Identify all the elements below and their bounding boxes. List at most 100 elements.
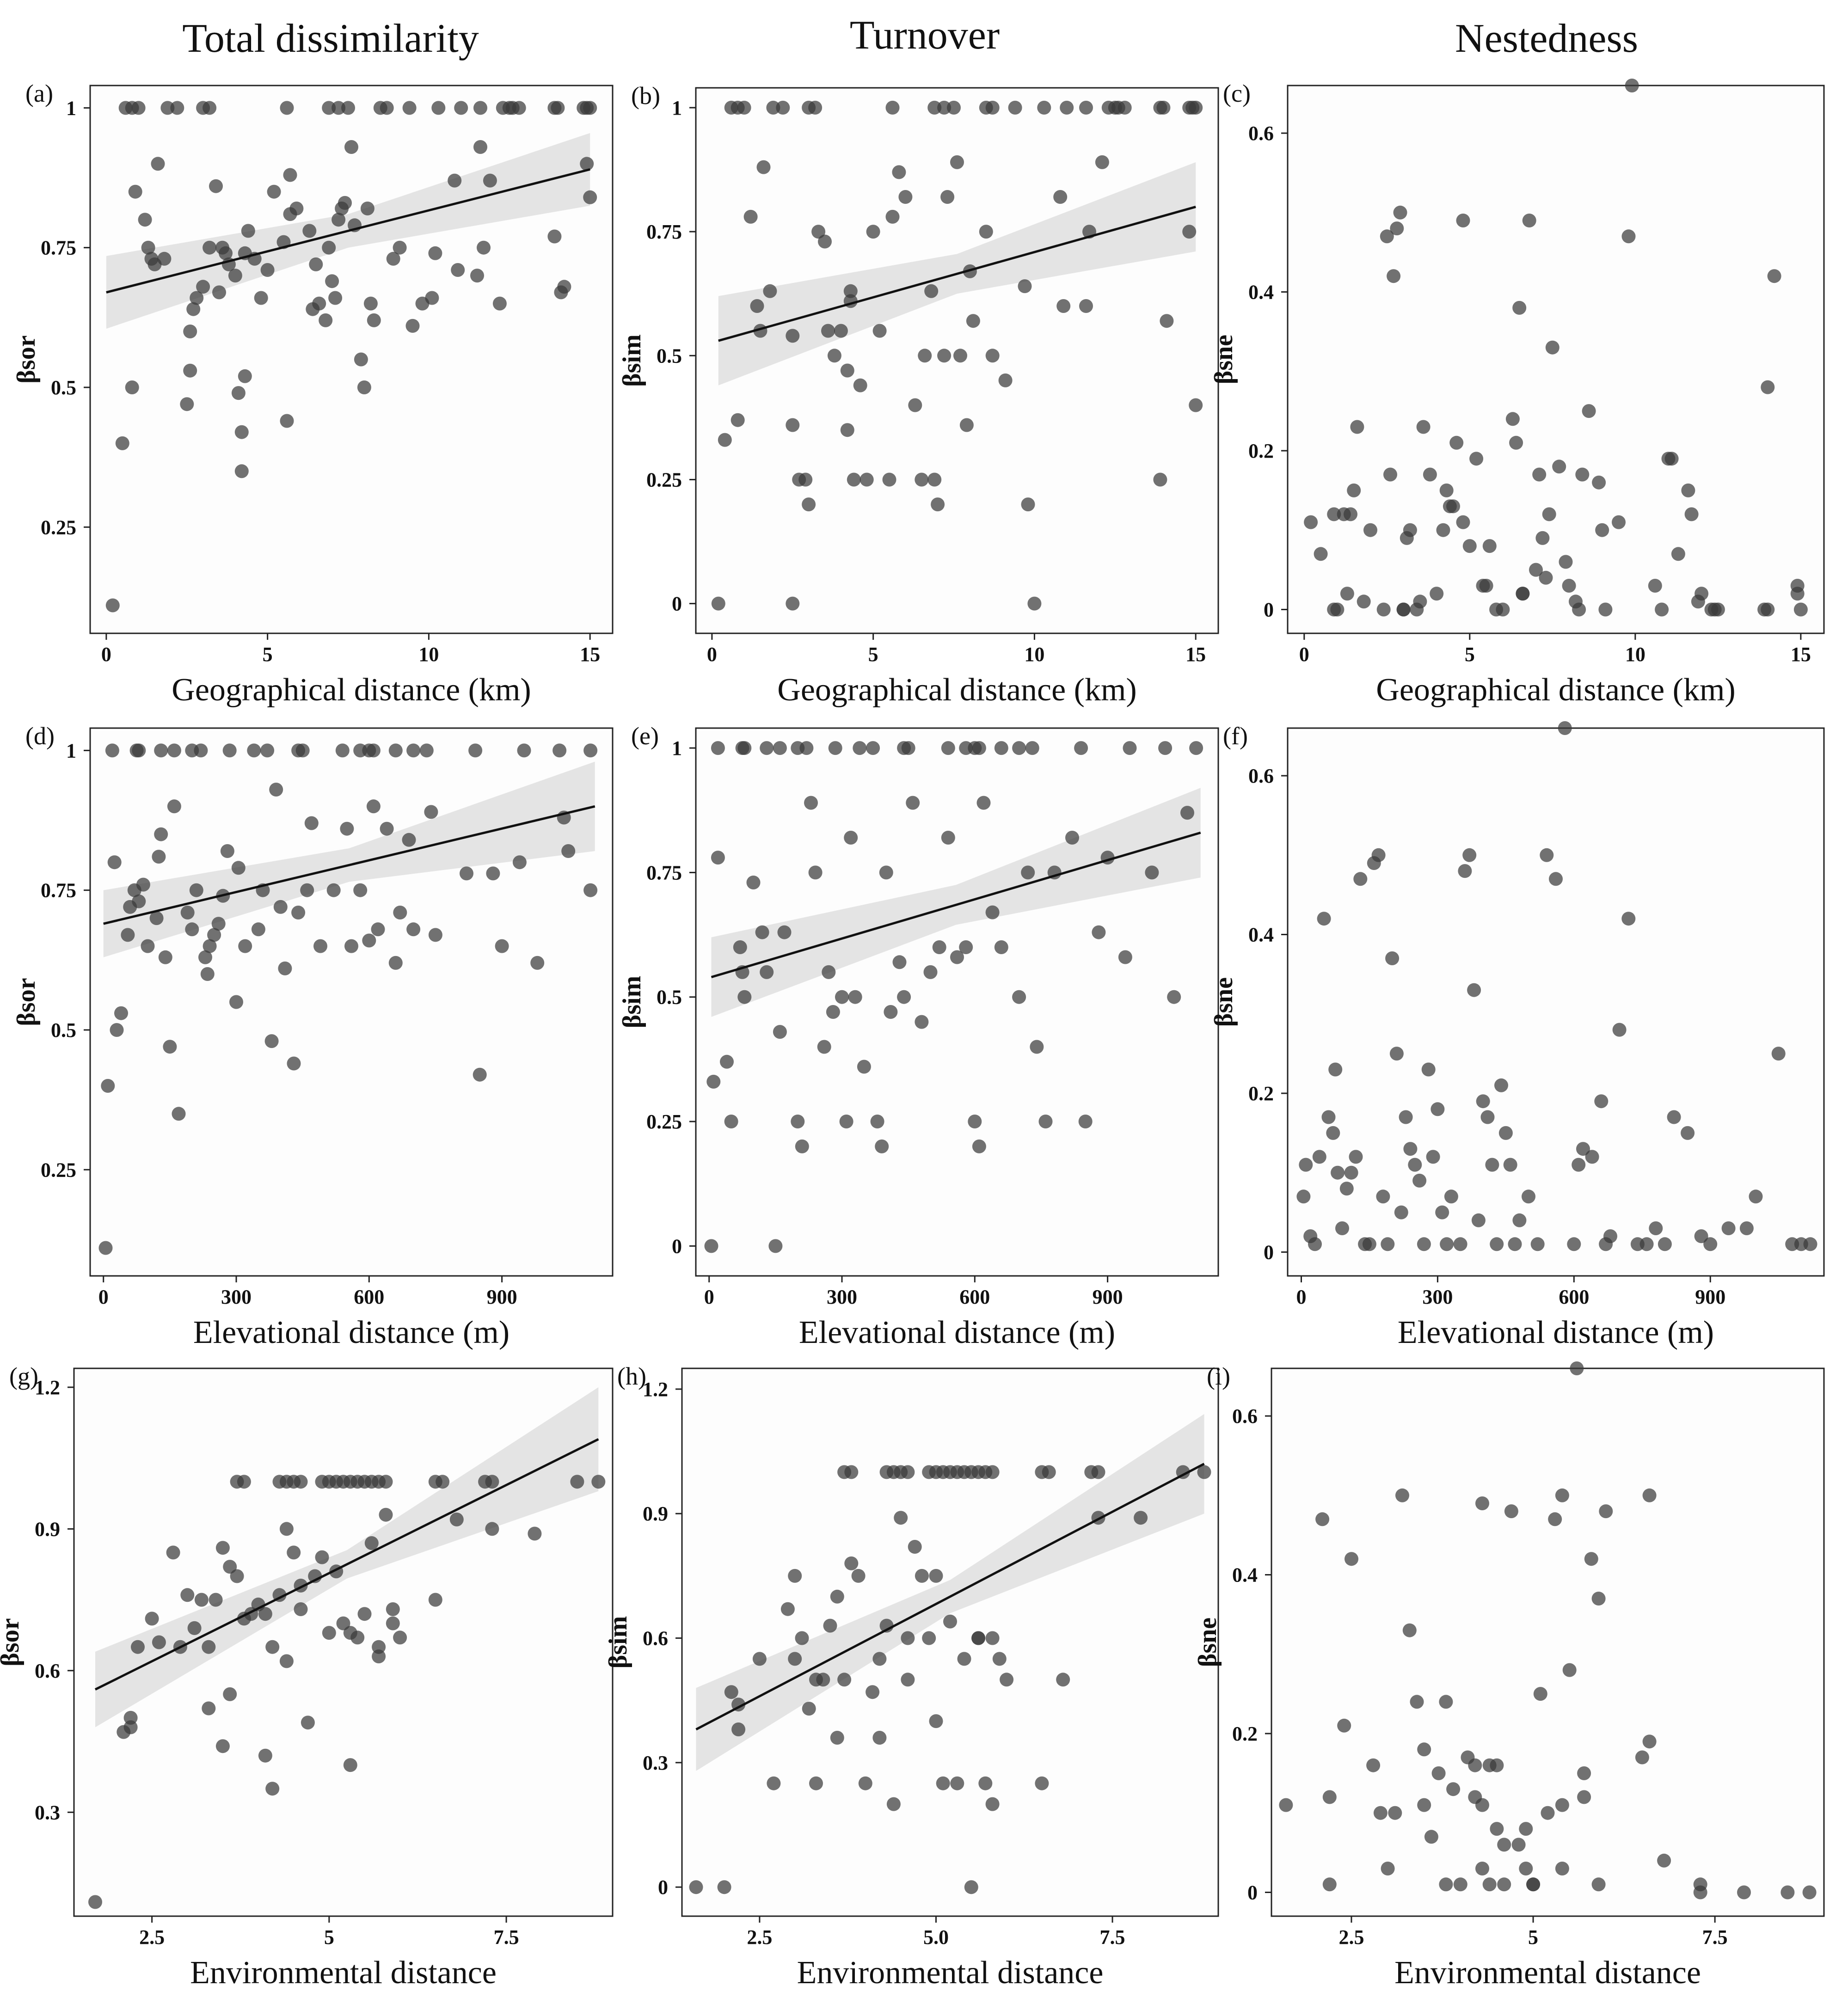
data-point-b xyxy=(711,596,725,611)
data-point-d xyxy=(222,743,237,758)
y-axis-label-f: βsne xyxy=(1209,977,1238,1027)
data-point-a xyxy=(157,251,172,266)
data-point-a xyxy=(115,436,129,450)
data-point-e xyxy=(1012,990,1026,1004)
data-point-d xyxy=(121,928,135,942)
data-point-e xyxy=(737,990,752,1004)
data-point-g xyxy=(570,1475,584,1489)
data-point-b xyxy=(872,324,887,338)
data-point-c xyxy=(1793,602,1808,617)
y-tick-label-i: 0.2 xyxy=(1232,1722,1258,1745)
data-point-e xyxy=(746,876,761,889)
data-point-e xyxy=(1074,741,1088,755)
data-point-g xyxy=(187,1621,202,1635)
panel-label-h: (h) xyxy=(617,1362,646,1390)
x-tick-label-f: 900 xyxy=(1695,1286,1725,1308)
column-title-turnover: Turnover xyxy=(850,13,1000,58)
data-point-b xyxy=(940,190,955,204)
data-point-d xyxy=(495,939,509,953)
data-point-i xyxy=(1497,1877,1511,1892)
data-point-b xyxy=(840,423,854,437)
data-point-d xyxy=(428,928,442,942)
data-point-b xyxy=(885,209,900,224)
data-point-c xyxy=(1545,340,1559,355)
data-point-c xyxy=(1592,475,1606,490)
data-point-g xyxy=(152,1635,166,1649)
x-tick-label-e: 900 xyxy=(1093,1286,1123,1308)
data-point-f xyxy=(1572,1158,1586,1172)
data-point-c xyxy=(1552,460,1566,474)
data-point-d xyxy=(583,743,598,758)
data-point-f xyxy=(1417,1237,1431,1251)
data-point-c xyxy=(1363,523,1377,537)
data-point-d xyxy=(273,900,288,914)
data-point-f xyxy=(1721,1221,1736,1235)
y-tick-label-a: 0.5 xyxy=(51,376,76,399)
data-point-e xyxy=(870,1115,884,1128)
data-point-h xyxy=(1134,1511,1148,1525)
data-point-i xyxy=(1555,1798,1569,1812)
data-point-h xyxy=(731,1722,746,1736)
panel-label-i: (i) xyxy=(1207,1362,1230,1390)
fit-line-e xyxy=(711,831,1201,979)
x-axis-label-a: Geographical distance (km) xyxy=(172,672,531,708)
y-tick-label-h: 0 xyxy=(658,1876,668,1899)
data-point-i xyxy=(1424,1830,1438,1844)
panel-label-f: (f) xyxy=(1223,722,1248,750)
data-point-h xyxy=(752,1652,767,1666)
data-point-f xyxy=(1485,1158,1499,1172)
data-point-i xyxy=(1388,1806,1402,1820)
data-point-i xyxy=(1475,1496,1489,1510)
data-point-e xyxy=(839,1115,853,1128)
data-point-b xyxy=(847,472,861,487)
data-point-b xyxy=(937,100,952,115)
y-axis-label-i: βsne xyxy=(1193,1618,1222,1667)
data-point-a xyxy=(228,269,242,283)
data-point-d xyxy=(180,906,195,919)
data-point-e xyxy=(808,865,823,880)
data-point-h xyxy=(717,1880,731,1894)
data-point-h xyxy=(1042,1465,1056,1479)
data-point-a xyxy=(125,380,139,394)
data-point-c xyxy=(1612,515,1626,529)
data-point-d xyxy=(264,1034,279,1048)
data-point-g xyxy=(88,1895,102,1909)
data-point-c xyxy=(1529,563,1543,577)
fit-line-a xyxy=(106,168,590,294)
data-point-c xyxy=(1681,483,1695,497)
data-point-d xyxy=(460,866,473,881)
data-point-f xyxy=(1567,1237,1581,1251)
data-point-c xyxy=(1496,602,1510,617)
data-point-g xyxy=(436,1475,450,1489)
data-point-h xyxy=(1197,1465,1211,1479)
data-point-g xyxy=(287,1545,301,1560)
data-point-e xyxy=(1038,1115,1053,1128)
data-point-b xyxy=(786,329,800,343)
data-point-d xyxy=(132,743,146,758)
panel-label-b: (b) xyxy=(631,82,660,110)
data-point-e xyxy=(720,1054,734,1069)
data-point-e xyxy=(884,1005,898,1019)
data-point-g xyxy=(485,1522,499,1536)
data-point-e xyxy=(706,1074,721,1089)
panel-e: 0 300 600 900 0 0.25 0.5 0.75 1 Elevational dista… xyxy=(618,722,1219,1350)
data-point-f xyxy=(1299,1158,1313,1172)
data-point-c xyxy=(1516,587,1530,601)
data-point-h xyxy=(929,1714,943,1728)
panel-i: 2.5 5 7.5 0 0.2 0.4 0.6 Environmental distance β… xyxy=(1193,1361,1825,1991)
data-point-d xyxy=(220,844,234,858)
data-point-b xyxy=(931,497,945,512)
data-point-a xyxy=(212,285,226,300)
data-point-e xyxy=(915,1015,929,1029)
data-point-g xyxy=(265,1782,280,1796)
data-point-d xyxy=(393,906,407,919)
data-point-f xyxy=(1603,1229,1617,1244)
data-point-a xyxy=(328,291,343,305)
data-point-h xyxy=(851,1569,866,1583)
data-point-a xyxy=(322,240,336,255)
data-point-a xyxy=(203,101,217,115)
data-point-e xyxy=(866,741,880,755)
data-point-h xyxy=(1056,1673,1070,1687)
x-tick-label-a: 10 xyxy=(418,643,439,666)
data-point-g xyxy=(202,1640,216,1654)
